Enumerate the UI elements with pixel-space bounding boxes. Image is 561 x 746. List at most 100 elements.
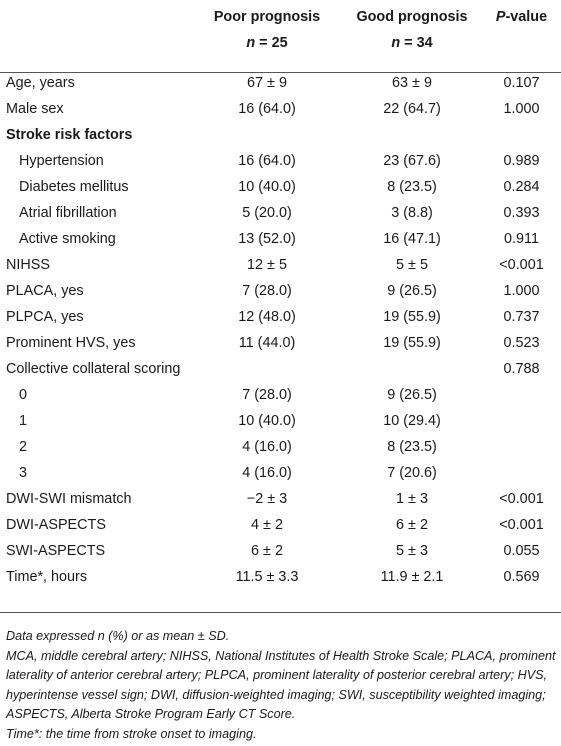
row-label: Diabetes mellitus bbox=[19, 179, 129, 195]
cell-poor: 67 ± 9 bbox=[247, 75, 287, 91]
table-row: DWI-ASPECTS 4 ± 2 6 ± 2 <0.001 bbox=[0, 512, 561, 538]
table-row: PLPCA, yes 12 (48.0) 19 (55.9) 0.737 bbox=[0, 304, 561, 330]
comparison-table: Poor prognosis Good prognosis P-value n … bbox=[0, 4, 561, 590]
table-row: Atrial fibrillation 5 (20.0) 3 (8.8) 0.3… bbox=[0, 200, 561, 226]
table-row: SWI-ASPECTS 6 ± 2 5 ± 3 0.055 bbox=[0, 538, 561, 564]
cell-pvalue: <0.001 bbox=[499, 491, 544, 507]
cell-good: 8 (23.5) bbox=[387, 439, 437, 455]
row-label: Active smoking bbox=[19, 231, 116, 247]
cell-pvalue: 0.989 bbox=[503, 153, 540, 169]
row-label: Hypertension bbox=[19, 153, 104, 169]
table-row: PLACA, yes 7 (28.0) 9 (26.5) 1.000 bbox=[0, 278, 561, 304]
cell-poor: 16 (64.0) bbox=[238, 101, 296, 117]
row-label: SWI-ASPECTS bbox=[6, 543, 106, 559]
cell-good: 63 ± 9 bbox=[392, 75, 432, 91]
row-label: Collective collateral scoring bbox=[6, 361, 181, 377]
header-pvalue-italic: P bbox=[495, 9, 506, 25]
header-good-n-symbol: n bbox=[391, 35, 401, 51]
header-poor-n-symbol: n bbox=[246, 35, 256, 51]
cell-good: 5 ± 3 bbox=[396, 543, 428, 559]
footnote-abbreviations: MCA, middle cerebral artery; NIHSS, Nati… bbox=[6, 648, 556, 722]
row-label: 2 bbox=[19, 439, 28, 455]
cell-good: 1 ± 3 bbox=[396, 491, 428, 507]
cell-good: 23 (67.6) bbox=[383, 153, 441, 169]
footnote-data: Data expressed n (%) or as mean ± SD. bbox=[6, 629, 230, 643]
cell-pvalue: 0.569 bbox=[503, 569, 540, 585]
cell-good: 19 (55.9) bbox=[383, 309, 441, 325]
cell-good: 8 (23.5) bbox=[387, 179, 437, 195]
table-row: NIHSS 12 ± 5 5 ± 5 <0.001 bbox=[0, 252, 561, 278]
cell-good bbox=[342, 356, 482, 382]
cell-poor: 11 (44.0) bbox=[238, 335, 296, 351]
header-good-title: Good prognosis bbox=[356, 9, 468, 25]
row-label: Prominent HVS, yes bbox=[6, 335, 136, 351]
footnote-time: Time*: the time from stroke onset to ima… bbox=[6, 726, 257, 741]
row-label: PLPCA, yes bbox=[6, 309, 84, 325]
cell-pvalue: 0.284 bbox=[503, 179, 540, 195]
table-row: 2 4 (16.0) 8 (23.5) bbox=[0, 434, 561, 460]
cell-good: 9 (26.5) bbox=[387, 283, 437, 299]
cell-poor: 5 (20.0) bbox=[242, 205, 292, 221]
cell-pvalue: 1.000 bbox=[503, 283, 540, 299]
header-poor-n: n = 25 bbox=[192, 30, 342, 56]
header-poor-title: Poor prognosis bbox=[213, 9, 321, 25]
cell-pvalue: 0.055 bbox=[503, 543, 540, 559]
row-label: Age, years bbox=[6, 75, 75, 91]
cell-poor: 4 (16.0) bbox=[242, 465, 292, 481]
table-row: Male sex 16 (64.0) 22 (64.7) 1.000 bbox=[0, 96, 561, 122]
cell-pvalue: 0.911 bbox=[504, 231, 539, 247]
row-label: 0 bbox=[19, 387, 28, 403]
table-body: Age, years 67 ± 9 63 ± 9 0.107 Male sex … bbox=[0, 70, 561, 590]
header-good-n-value: = 34 bbox=[400, 35, 433, 51]
header-divider bbox=[0, 72, 561, 73]
cell-good: 3 (8.8) bbox=[391, 205, 433, 221]
cell-good bbox=[342, 122, 482, 148]
table-row: DWI-SWI mismatch −2 ± 3 1 ± 3 <0.001 bbox=[0, 486, 561, 512]
cell-good: 19 (55.9) bbox=[383, 335, 441, 351]
cell-good: 22 (64.7) bbox=[383, 101, 441, 117]
cell-pvalue: 0.107 bbox=[503, 75, 540, 91]
header-blank-2 bbox=[0, 30, 192, 56]
cell-poor: 12 (48.0) bbox=[238, 309, 296, 325]
cell-good: 6 ± 2 bbox=[396, 517, 428, 533]
cell-poor: 4 ± 2 bbox=[251, 517, 283, 533]
cell-pvalue: 0.393 bbox=[503, 205, 540, 221]
cell-poor: −2 ± 3 bbox=[246, 491, 288, 507]
header-blank bbox=[0, 4, 192, 30]
table-row: Prominent HVS, yes 11 (44.0) 19 (55.9) 0… bbox=[0, 330, 561, 356]
cell-pvalue: 0.788 bbox=[503, 361, 540, 377]
row-label: DWI-ASPECTS bbox=[6, 517, 106, 533]
table-row: 0 7 (28.0) 9 (26.5) bbox=[0, 382, 561, 408]
cell-poor: 4 (16.0) bbox=[242, 439, 292, 455]
header-gap bbox=[0, 56, 561, 70]
cell-pvalue: <0.001 bbox=[499, 517, 544, 533]
table-row: Age, years 67 ± 9 63 ± 9 0.107 bbox=[0, 70, 561, 96]
cell-poor: 11.5 ± 3.3 bbox=[235, 569, 299, 585]
cell-pvalue: 0.523 bbox=[503, 335, 540, 351]
row-label: DWI-SWI mismatch bbox=[6, 491, 132, 507]
cell-pvalue: <0.001 bbox=[499, 257, 544, 273]
row-label: 1 bbox=[19, 413, 28, 429]
cell-good: 7 (20.6) bbox=[387, 465, 437, 481]
table-row: Diabetes mellitus 10 (40.0) 8 (23.5) 0.2… bbox=[0, 174, 561, 200]
cell-good: 9 (26.5) bbox=[387, 387, 437, 403]
cell-pvalue bbox=[482, 434, 561, 460]
table-row: 1 10 (40.0) 10 (29.4) bbox=[0, 408, 561, 434]
table-bottom-rule bbox=[0, 612, 561, 613]
cell-pvalue bbox=[482, 382, 561, 408]
cell-poor: 7 (28.0) bbox=[242, 387, 292, 403]
header-poor-n-value: = 25 bbox=[255, 35, 288, 51]
row-label: 3 bbox=[19, 465, 28, 481]
table-header: Poor prognosis Good prognosis P-value n … bbox=[0, 4, 561, 70]
cell-good: 5 ± 5 bbox=[396, 257, 428, 273]
table-row: Collective collateral scoring 0.788 bbox=[0, 356, 561, 382]
cell-good: 11.9 ± 2.1 bbox=[380, 569, 444, 585]
table-row: Active smoking 13 (52.0) 16 (47.1) 0.911 bbox=[0, 226, 561, 252]
header-blank-3 bbox=[482, 30, 561, 56]
cell-pvalue: 0.737 bbox=[503, 309, 540, 325]
table-row: Time*, hours 11.5 ± 3.3 11.9 ± 2.1 0.569 bbox=[0, 564, 561, 590]
cell-good: 16 (47.1) bbox=[383, 231, 441, 247]
cell-pvalue bbox=[482, 460, 561, 486]
header-good-n: n = 34 bbox=[342, 30, 482, 56]
